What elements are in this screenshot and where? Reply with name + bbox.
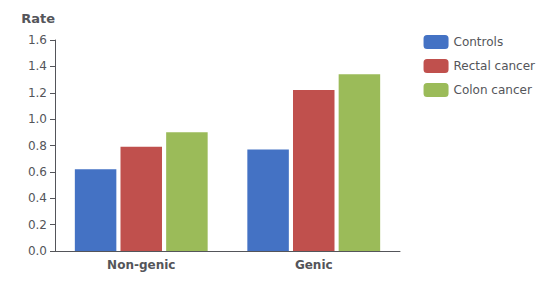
- svg-text:Colon cancer: Colon cancer: [454, 83, 532, 97]
- svg-text:Genic: Genic: [295, 258, 333, 272]
- svg-text:Controls: Controls: [454, 35, 504, 49]
- svg-text:Non-genic: Non-genic: [107, 258, 175, 272]
- svg-text:1.0: 1.0: [28, 112, 47, 126]
- svg-text:0.8: 0.8: [28, 139, 47, 153]
- svg-text:0.4: 0.4: [28, 191, 47, 205]
- svg-text:1.2: 1.2: [28, 86, 47, 100]
- svg-text:Rectal cancer: Rectal cancer: [454, 59, 536, 73]
- svg-text:Rate: Rate: [21, 11, 55, 26]
- svg-text:1.4: 1.4: [28, 59, 47, 73]
- svg-text:0.2: 0.2: [28, 218, 47, 232]
- svg-text:1.6: 1.6: [28, 33, 47, 47]
- svg-text:0.0: 0.0: [28, 244, 47, 258]
- svg-text:0.6: 0.6: [28, 165, 47, 179]
